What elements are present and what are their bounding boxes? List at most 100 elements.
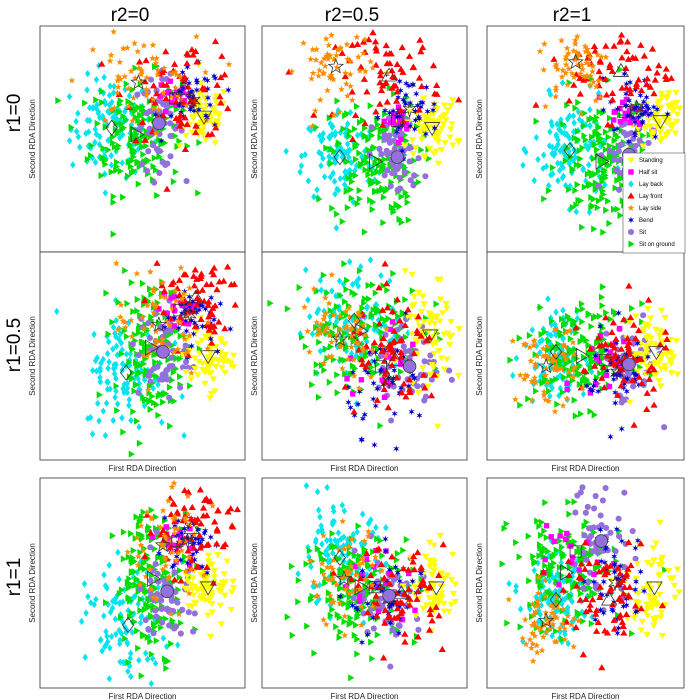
point-sit-on-ground bbox=[135, 180, 142, 188]
point-lay-front bbox=[398, 336, 406, 343]
point-standing bbox=[657, 383, 665, 390]
point-standing bbox=[220, 571, 228, 578]
scatter-points bbox=[499, 484, 683, 671]
point-lay-front bbox=[406, 388, 414, 396]
point-lay-side bbox=[562, 328, 570, 336]
point-lay-front bbox=[610, 42, 618, 49]
mean-lay-side bbox=[130, 73, 147, 90]
point-standing bbox=[211, 388, 219, 395]
point-standing bbox=[667, 102, 675, 109]
point-standing bbox=[419, 605, 427, 612]
point-lay-front bbox=[220, 277, 228, 284]
point-lay-back bbox=[309, 330, 316, 338]
point-standing bbox=[427, 111, 435, 118]
point-lay-front bbox=[382, 50, 390, 57]
point-lay-side bbox=[328, 271, 336, 278]
point-lay-side bbox=[173, 71, 180, 78]
y-axis-label: Second RDA Direction bbox=[475, 99, 484, 179]
point-bend bbox=[407, 122, 414, 130]
point-sit-on-ground bbox=[513, 538, 520, 547]
point-lay-side bbox=[143, 91, 151, 99]
point-sit-on-ground bbox=[176, 573, 183, 582]
point-lay-side bbox=[114, 76, 122, 84]
column-title-r2-0.5: r2=0.5 bbox=[325, 5, 379, 26]
point-sit-on-ground bbox=[148, 290, 155, 299]
point-lay-side bbox=[571, 56, 579, 63]
point-lay-front bbox=[624, 55, 633, 62]
point-lay-side bbox=[139, 314, 146, 321]
point-lay-side bbox=[528, 396, 536, 404]
point-lay-back bbox=[587, 106, 593, 114]
point-sit-on-ground bbox=[117, 167, 124, 175]
point-lay-side bbox=[345, 304, 353, 311]
point-lay-back bbox=[83, 129, 89, 138]
point-lay-side bbox=[162, 562, 170, 569]
point-lay-side bbox=[156, 523, 164, 531]
point-standing bbox=[214, 357, 222, 364]
point-sit bbox=[165, 606, 172, 613]
point-lay-side bbox=[121, 318, 129, 326]
point-lay-back bbox=[179, 392, 185, 401]
point-sit bbox=[422, 393, 429, 400]
point-lay-front bbox=[217, 74, 225, 81]
point-lay-side bbox=[159, 506, 167, 514]
point-lay-back bbox=[571, 119, 577, 127]
point-bend bbox=[352, 604, 360, 612]
point-lay-side bbox=[174, 345, 182, 353]
point-sit-on-ground bbox=[576, 380, 583, 389]
point-lay-front bbox=[221, 71, 229, 78]
point-sit-on-ground bbox=[532, 351, 539, 359]
point-lay-front bbox=[180, 271, 188, 278]
point-sit-on-ground bbox=[116, 589, 123, 598]
point-bend bbox=[179, 68, 186, 76]
point-lay-back bbox=[99, 112, 106, 120]
point-standing bbox=[626, 399, 634, 406]
point-bend bbox=[390, 374, 397, 382]
point-lay-back bbox=[93, 76, 100, 84]
point-sit-on-ground bbox=[113, 382, 120, 390]
point-sit-on-ground bbox=[593, 114, 600, 122]
point-lay-side bbox=[124, 548, 132, 555]
point-lay-side bbox=[313, 45, 320, 53]
point-lay-side bbox=[354, 318, 362, 325]
point-sit-on-ground bbox=[329, 543, 336, 551]
point-lay-back bbox=[104, 584, 110, 592]
point-lay-back bbox=[127, 649, 134, 657]
point-lay-front bbox=[576, 90, 584, 97]
point-lay-back bbox=[89, 104, 96, 112]
point-sit-on-ground bbox=[583, 336, 590, 344]
point-lay-side bbox=[322, 35, 330, 42]
point-lay-front bbox=[213, 286, 221, 293]
point-lay-front bbox=[413, 595, 421, 602]
point-lay-front bbox=[379, 82, 387, 89]
point-standing bbox=[217, 588, 225, 595]
point-lay-back bbox=[101, 571, 107, 579]
point-lay-side bbox=[346, 326, 354, 333]
point-sit-on-ground bbox=[577, 590, 585, 598]
point-sit-on-ground bbox=[580, 122, 587, 130]
point-standing bbox=[451, 599, 459, 606]
point-standing bbox=[433, 313, 441, 320]
point-sit-on-ground bbox=[105, 146, 112, 154]
point-lay-front bbox=[349, 135, 357, 142]
point-lay-front bbox=[438, 645, 446, 653]
point-sit-on-ground bbox=[158, 623, 165, 632]
point-standing bbox=[414, 350, 422, 357]
point-lay-side bbox=[586, 53, 594, 61]
point-lay-back bbox=[546, 142, 553, 150]
point-lay-side bbox=[311, 107, 319, 114]
point-sit bbox=[392, 631, 400, 638]
point-lay-front bbox=[378, 306, 387, 313]
point-lay-side bbox=[324, 324, 331, 331]
point-standing bbox=[191, 365, 199, 373]
point-standing bbox=[416, 323, 424, 330]
point-lay-front bbox=[193, 563, 201, 570]
point-lay-front bbox=[662, 75, 670, 82]
point-lay-back bbox=[117, 640, 123, 648]
point-lay-back bbox=[152, 659, 159, 668]
point-lay-back bbox=[517, 605, 524, 613]
point-lay-back bbox=[125, 667, 131, 675]
point-standing bbox=[446, 134, 454, 141]
point-sit bbox=[388, 417, 395, 424]
point-lay-side bbox=[176, 318, 184, 326]
